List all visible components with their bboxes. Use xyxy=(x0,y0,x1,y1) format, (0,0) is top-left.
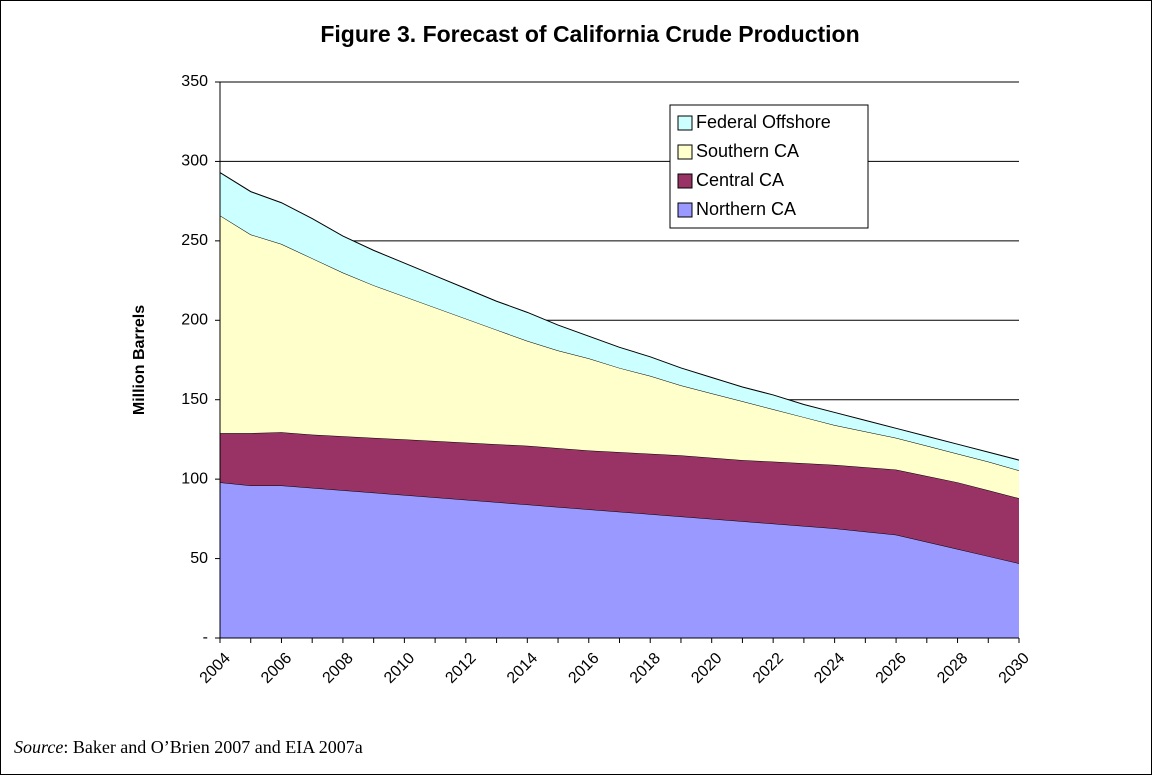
y-tick-label: - xyxy=(203,629,208,646)
legend-swatch xyxy=(677,115,693,131)
y-axis-title: Million Barrels xyxy=(131,305,148,415)
area xyxy=(220,432,1019,564)
area-edge xyxy=(219,172,1020,461)
y-tick-label: 200 xyxy=(181,312,208,329)
legend-swatch xyxy=(677,202,693,218)
area xyxy=(220,482,1019,638)
chart-title: Figure 3. Forecast of California Crude P… xyxy=(320,21,859,47)
area xyxy=(220,215,1019,499)
source-label: Source xyxy=(14,737,64,757)
legend-label: Northern CA xyxy=(696,199,796,219)
source-note: Source: Baker and O’Brien 2007 and EIA 2… xyxy=(14,737,363,758)
legend-box xyxy=(669,104,869,229)
y-tick-label: 250 xyxy=(181,232,208,249)
y-tick-label: 350 xyxy=(181,73,208,90)
legend-label: Central CA xyxy=(696,170,784,190)
area xyxy=(220,172,1019,471)
legend-swatch xyxy=(677,173,693,189)
y-tick-label: 300 xyxy=(181,153,208,170)
y-tick-label: 100 xyxy=(181,470,208,487)
source-text: : Baker and O’Brien 2007 and EIA 2007a xyxy=(63,737,363,757)
y-tick-label: 150 xyxy=(181,391,208,408)
legend-label: Southern CA xyxy=(696,141,799,161)
legend-swatch xyxy=(677,144,693,160)
y-tick-label: 50 xyxy=(190,550,208,567)
legend-label: Federal Offshore xyxy=(696,112,831,132)
